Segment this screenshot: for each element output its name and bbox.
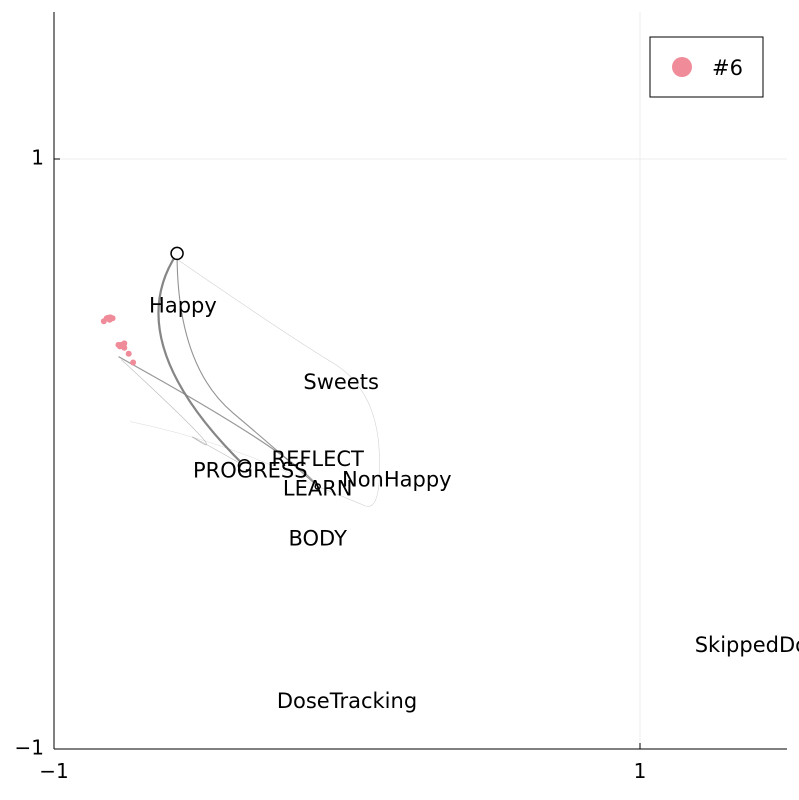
x-tick-label: −1 [39, 759, 68, 783]
node-label: NonHappy [342, 468, 452, 492]
node-label: LEARN [283, 476, 353, 500]
node-label: Happy [149, 294, 217, 318]
node-label: SkippedDo [695, 633, 799, 657]
trajectory-path [176, 259, 380, 507]
data-point [130, 359, 137, 366]
legend-label: #6 [712, 56, 743, 80]
trajectory-path [176, 253, 319, 487]
x-tick-label: 1 [634, 759, 647, 783]
node-label: BODY [288, 527, 347, 551]
data-point [125, 350, 132, 357]
trajectory-node [314, 483, 321, 490]
node-label: PROGRESS [193, 459, 308, 483]
trajectory-path [130, 421, 318, 487]
y-tick-label: 1 [31, 146, 44, 170]
grid [54, 12, 787, 749]
legend-box [649, 36, 764, 98]
data-point [106, 316, 113, 323]
trajectory-paths [118, 252, 380, 507]
trajectory-node [237, 459, 252, 473]
legend: #6 [649, 36, 764, 98]
axes [53, 12, 787, 750]
data-points [100, 314, 137, 366]
trajectory-path [118, 356, 319, 487]
node-label: Sweets [303, 370, 379, 394]
legend-marker [672, 57, 692, 77]
data-point [121, 344, 128, 351]
node-label: REFLECT [271, 447, 364, 471]
y-tick-label: −1 [15, 736, 44, 760]
trajectory-path [157, 252, 246, 467]
trajectory-path [121, 359, 245, 467]
trajectory-node [170, 246, 184, 261]
tick-labels: −1 1 −1 1 [15, 146, 647, 784]
node-label: DoseTracking [277, 689, 417, 713]
data-point [121, 340, 128, 347]
trajectory-nodes [170, 246, 321, 490]
